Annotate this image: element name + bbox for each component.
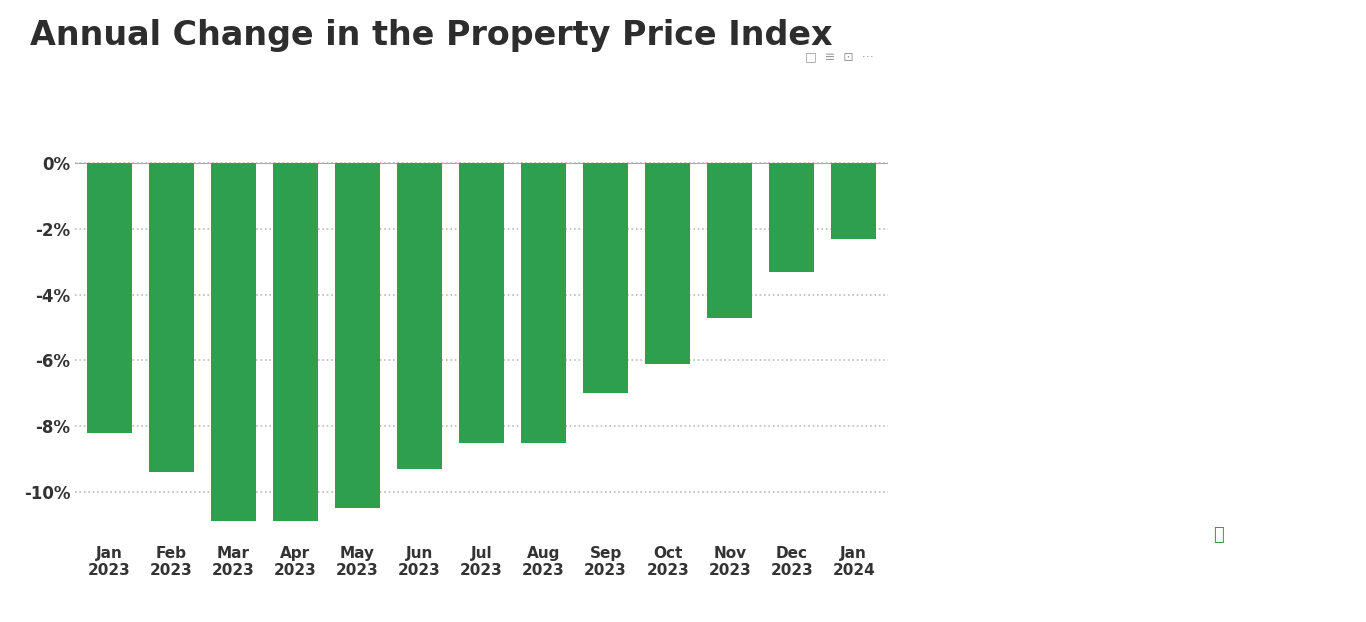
- Text: Property prices
have decreased: Property prices have decreased: [1024, 134, 1223, 180]
- Bar: [87, 163, 131, 433]
- Bar: [832, 163, 876, 239]
- Bar: [708, 163, 753, 318]
- Bar: [149, 163, 194, 472]
- Bar: [522, 163, 566, 442]
- Bar: [335, 163, 380, 508]
- Text: 🐦: 🐦: [1213, 526, 1224, 544]
- Circle shape: [1175, 477, 1261, 589]
- Bar: [583, 163, 628, 393]
- Text: Annual Change in the Property Price Index: Annual Change in the Property Price Inde…: [30, 19, 832, 52]
- Bar: [210, 163, 255, 521]
- Bar: [459, 163, 504, 442]
- Text: property: property: [994, 533, 1098, 553]
- Text: trademe: trademe: [1019, 509, 1072, 521]
- Bar: [273, 163, 318, 521]
- Bar: [769, 163, 814, 272]
- Text: □  ≡  ⊡  ···: □ ≡ ⊡ ···: [806, 50, 874, 63]
- Text: compared to a
year ago: compared to a year ago: [1033, 363, 1214, 409]
- Bar: [645, 163, 690, 364]
- Text: – 2.3%: – 2.3%: [1038, 252, 1209, 297]
- Bar: [398, 163, 441, 469]
